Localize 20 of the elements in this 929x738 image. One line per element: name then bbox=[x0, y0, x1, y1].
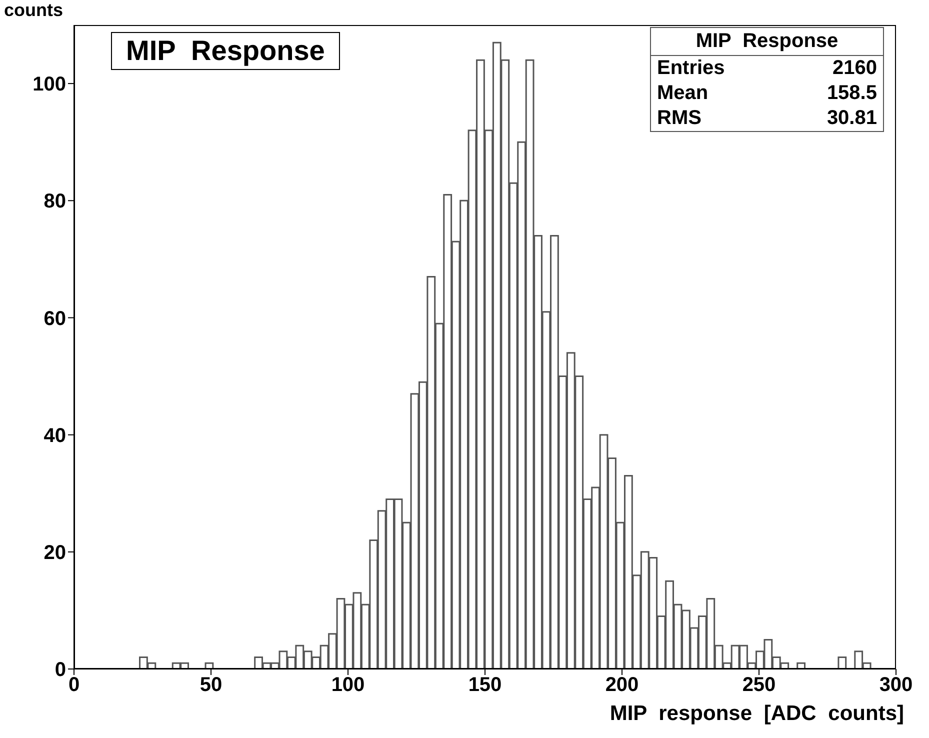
x-tick-label: 200 bbox=[605, 674, 639, 696]
x-tick-label: 100 bbox=[331, 674, 365, 696]
text: RMS 30.81 bbox=[657, 107, 877, 129]
chart-title: MIP Response bbox=[111, 32, 340, 70]
x-tick-label: 0 bbox=[68, 674, 80, 696]
x-tick-label: 50 bbox=[200, 674, 222, 696]
x-tick-label: 150 bbox=[468, 674, 502, 696]
y-tick-label: 60 bbox=[44, 308, 66, 330]
x-tick-label: 250 bbox=[742, 674, 776, 696]
x-tick-label: 300 bbox=[879, 674, 913, 696]
text: Mean 158.5 bbox=[657, 82, 877, 104]
y-tick-label: 40 bbox=[44, 424, 66, 447]
y-tick-label: 0 bbox=[54, 659, 66, 682]
text: Entries 2160 bbox=[657, 57, 877, 79]
y-tick-label: 100 bbox=[32, 74, 66, 96]
annotation: MIP Response bbox=[651, 28, 883, 56]
y-axis-title: counts bbox=[4, 0, 64, 21]
y-tick-label: 20 bbox=[44, 542, 66, 564]
x-axis-title: MIP response [ADC counts] bbox=[610, 702, 904, 726]
y-tick-label: 80 bbox=[44, 190, 66, 213]
